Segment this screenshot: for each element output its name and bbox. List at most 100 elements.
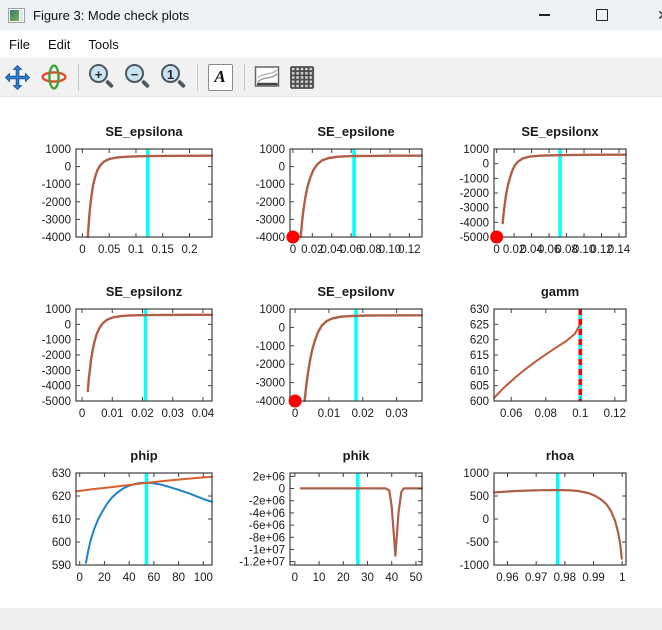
toolbar-separator: [244, 63, 245, 91]
menu-file[interactable]: File: [9, 36, 30, 52]
close-button[interactable]: ✕: [645, 0, 662, 30]
svg-text:40: 40: [385, 572, 398, 584]
subplot-gamm: 0.06 0.08 0.1 0.12 600 605 610 615 620 625 630 gamm: [470, 284, 627, 420]
svg-text:-6e+06: -6e+06: [249, 520, 285, 532]
magnifier-glyph: −: [124, 63, 151, 91]
svg-text:0: 0: [493, 244, 499, 256]
svg-text:-5000: -5000: [460, 232, 489, 244]
svg-text:-1000: -1000: [42, 335, 71, 347]
svg-text:-4000: -4000: [460, 217, 489, 229]
subplot-phip: 0 20 40 60 80 100 590 600 610 620 630 phip: [52, 448, 213, 584]
svg-text:0.10: 0.10: [379, 244, 401, 256]
menu-tools[interactable]: Tools: [88, 36, 119, 52]
svg-text:-2000: -2000: [42, 197, 71, 209]
svg-text:0.06: 0.06: [538, 244, 560, 256]
svg-text:-2000: -2000: [42, 350, 71, 362]
axes-box-glyph: [254, 66, 280, 87]
svg-text:-2000: -2000: [460, 188, 489, 200]
svg-text:0.99: 0.99: [582, 572, 604, 584]
svg-text:0.14: 0.14: [608, 244, 631, 256]
menu-bar: File Edit Tools: [0, 30, 662, 58]
svg-text:0.03: 0.03: [385, 408, 407, 420]
subplot-SE_epsilone: 0 0.020.040.060.080.100.12 1000 0 -1000 -2000…: [256, 124, 423, 256]
svg-text:0: 0: [290, 244, 296, 256]
svg-text:1000: 1000: [45, 144, 71, 156]
magnifier-glyph: +: [88, 63, 115, 91]
svg-text:0.02: 0.02: [131, 408, 153, 420]
svg-text:-2000: -2000: [256, 359, 285, 371]
svg-text:500: 500: [470, 491, 489, 503]
svg-text:-4000: -4000: [42, 381, 71, 393]
svg-text:rhoa: rhoa: [546, 448, 575, 463]
svg-text:SE_epsilone: SE_epsilone: [317, 124, 394, 139]
svg-text:-3000: -3000: [256, 378, 285, 390]
maximize-button[interactable]: [584, 0, 620, 30]
svg-text:0: 0: [292, 408, 298, 420]
plus-glyph: +: [94, 66, 103, 82]
svg-text:100: 100: [194, 572, 213, 584]
grid-icon[interactable]: [288, 63, 316, 92]
svg-text:-5000: -5000: [42, 396, 71, 408]
svg-text:0: 0: [65, 162, 71, 174]
svg-text:-2e+06: -2e+06: [249, 496, 285, 508]
toolbar-separator: [197, 63, 198, 91]
svg-text:-1000: -1000: [42, 179, 71, 191]
svg-text:0: 0: [79, 244, 85, 256]
svg-text:0.1: 0.1: [128, 244, 144, 256]
svg-text:0.06: 0.06: [340, 244, 362, 256]
svg-text:0: 0: [77, 572, 83, 584]
rotate-icon[interactable]: [40, 63, 68, 92]
text-tool-icon[interactable]: A: [206, 63, 234, 92]
magnifier-lens: [160, 64, 180, 83]
svg-text:SE_epsilona: SE_epsilona: [105, 124, 183, 139]
minimize-button[interactable]: [526, 0, 562, 30]
svg-text:-4e+06: -4e+06: [249, 508, 285, 520]
magnifier-lens: [124, 64, 144, 83]
toolbar: + − 1 A: [0, 58, 662, 97]
svg-text:-1000: -1000: [256, 341, 285, 353]
svg-text:60: 60: [147, 572, 160, 584]
svg-text:1000: 1000: [259, 144, 285, 156]
svg-text:40: 40: [123, 572, 136, 584]
minimize-icon: [538, 14, 550, 16]
svg-text:-3000: -3000: [42, 214, 71, 226]
zoom-out-icon[interactable]: −: [123, 63, 151, 92]
svg-text:0.15: 0.15: [152, 244, 174, 256]
svg-text:80: 80: [172, 572, 185, 584]
svg-text:-4000: -4000: [42, 232, 71, 244]
svg-text:20: 20: [98, 572, 111, 584]
svg-text:-500: -500: [466, 537, 489, 549]
svg-text:0.96: 0.96: [496, 572, 518, 584]
svg-text:1000: 1000: [259, 304, 285, 316]
svg-text:605: 605: [470, 381, 489, 393]
svg-text:0.01: 0.01: [318, 408, 340, 420]
grid-glyph: [289, 65, 314, 89]
svg-text:-3000: -3000: [42, 365, 71, 377]
toolbar-separator: [78, 63, 79, 91]
svg-text:1000: 1000: [45, 304, 71, 316]
pan-icon[interactable]: [3, 63, 31, 92]
svg-text:620: 620: [52, 491, 71, 503]
magnifier-glyph: 1: [160, 63, 187, 91]
svg-text:0: 0: [279, 322, 285, 334]
svg-text:0.05: 0.05: [98, 244, 120, 256]
zoom-in-icon[interactable]: +: [87, 63, 115, 92]
svg-text:-3000: -3000: [256, 214, 285, 226]
window-title: Figure 3: Mode check plots: [33, 7, 190, 23]
axes-style-icon[interactable]: [253, 63, 281, 92]
zoom-original-icon[interactable]: 1: [159, 63, 187, 92]
svg-text:630: 630: [470, 304, 489, 316]
svg-text:50: 50: [410, 572, 423, 584]
magnifier-handle: [104, 79, 114, 89]
subplot-phik: 0 10 20 30 40 502e+060-2e+06-4e+06-6e+06-8e+0…: [239, 448, 423, 584]
title-bar: Figure 3: Mode check plots ✕: [0, 0, 662, 30]
subplot-rhoa: 0.96 0.97 0.98 0.99 1 1000 500 0 -500 -1000 rhoa: [460, 448, 627, 584]
subplot-SE_epsilonx: 0 0.020.040.060.080.100.120.14 1000 0 -1000 -…: [460, 124, 631, 256]
figure-icon-plot: [10, 9, 19, 21]
figure-canvas: 0 0.05 0.1 0.15 0.2 1000 0 -1000 -2000 -3000 -4000…: [0, 97, 662, 608]
menu-edit[interactable]: Edit: [47, 36, 71, 52]
svg-text:610: 610: [470, 365, 489, 377]
magnifier-handle: [176, 79, 186, 89]
svg-text:SE_epsilonx: SE_epsilonx: [521, 124, 599, 139]
svg-text:2e+06: 2e+06: [253, 471, 285, 483]
